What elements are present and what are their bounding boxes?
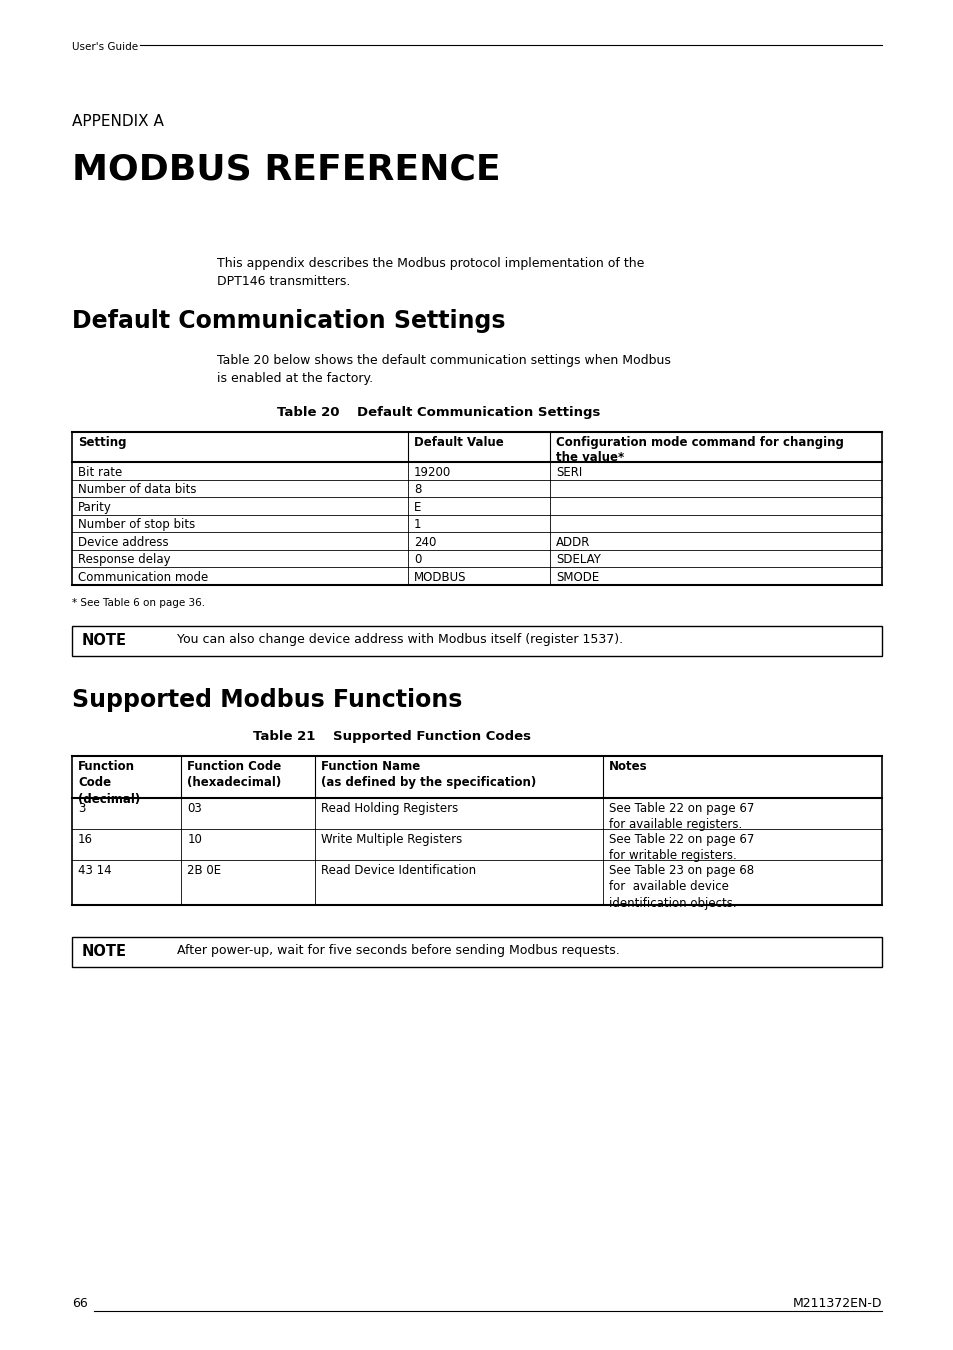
- Text: Communication mode: Communication mode: [78, 571, 208, 583]
- Text: Write Multiple Registers: Write Multiple Registers: [320, 833, 462, 845]
- Text: See Table 22 on page 67
for available registers.: See Table 22 on page 67 for available re…: [608, 802, 753, 832]
- Text: 8: 8: [414, 483, 421, 495]
- Text: MODBUS: MODBUS: [414, 571, 466, 583]
- Text: Supported Function Codes: Supported Function Codes: [333, 729, 531, 742]
- Text: 3: 3: [78, 802, 85, 814]
- Text: MODBUS REFERENCE: MODBUS REFERENCE: [71, 153, 500, 186]
- Text: 66: 66: [71, 1297, 88, 1310]
- Text: Configuration mode command for changing
the value*: Configuration mode command for changing …: [556, 436, 842, 464]
- Text: Default Communication Settings: Default Communication Settings: [71, 309, 505, 333]
- Text: Default Communication Settings: Default Communication Settings: [357, 406, 600, 418]
- Text: Function
Code
(decimal): Function Code (decimal): [78, 760, 140, 806]
- Text: Table 20 below shows the default communication settings when Modbus
is enabled a: Table 20 below shows the default communi…: [216, 354, 670, 385]
- Text: 10: 10: [187, 833, 202, 845]
- Text: Response delay: Response delay: [78, 554, 171, 566]
- Text: NOTE: NOTE: [82, 944, 127, 958]
- Text: See Table 22 on page 67
for writable registers.: See Table 22 on page 67 for writable reg…: [608, 833, 753, 863]
- Text: 2B 0E: 2B 0E: [187, 864, 221, 876]
- Text: Notes: Notes: [608, 760, 646, 772]
- Text: Parity: Parity: [78, 501, 112, 513]
- Text: 43 14: 43 14: [78, 864, 112, 876]
- Text: 240: 240: [414, 536, 436, 548]
- Text: SERI: SERI: [556, 466, 581, 478]
- Text: 0: 0: [414, 554, 421, 566]
- Text: Default Value: Default Value: [414, 436, 503, 450]
- Text: Table 20: Table 20: [276, 406, 339, 418]
- Text: SMODE: SMODE: [556, 571, 598, 583]
- Text: NOTE: NOTE: [82, 633, 127, 648]
- Text: Read Device Identification: Read Device Identification: [320, 864, 476, 876]
- Text: APPENDIX A: APPENDIX A: [71, 113, 164, 130]
- Text: Number of stop bits: Number of stop bits: [78, 518, 195, 531]
- Bar: [71, 625, 882, 656]
- Text: * See Table 6 on page 36.: * See Table 6 on page 36.: [71, 598, 205, 608]
- Text: 16: 16: [78, 833, 92, 845]
- Text: After power-up, wait for five seconds before sending Modbus requests.: After power-up, wait for five seconds be…: [177, 944, 619, 957]
- Text: This appendix describes the Modbus protocol implementation of the
DPT146 transmi: This appendix describes the Modbus proto…: [216, 256, 643, 288]
- Text: Number of data bits: Number of data bits: [78, 483, 196, 495]
- Text: Function Name
(as defined by the specification): Function Name (as defined by the specifi…: [320, 760, 536, 788]
- Bar: [71, 756, 882, 798]
- Text: M211372EN-D: M211372EN-D: [792, 1297, 882, 1310]
- Bar: [71, 432, 882, 462]
- Text: 1: 1: [414, 518, 421, 531]
- Text: Function Code
(hexadecimal): Function Code (hexadecimal): [187, 760, 281, 788]
- Text: SDELAY: SDELAY: [556, 554, 600, 566]
- Text: Table 21: Table 21: [253, 729, 314, 742]
- Text: You can also change device address with Modbus itself (register 1537).: You can also change device address with …: [177, 633, 622, 645]
- Text: Device address: Device address: [78, 536, 169, 548]
- Text: Supported Modbus Functions: Supported Modbus Functions: [71, 687, 462, 711]
- Text: User's Guide: User's Guide: [71, 42, 138, 53]
- Text: 03: 03: [187, 802, 202, 814]
- Text: E: E: [414, 501, 421, 513]
- Text: See Table 23 on page 68
for  available device
identification objects.: See Table 23 on page 68 for available de…: [608, 864, 753, 910]
- Text: ADDR: ADDR: [556, 536, 590, 548]
- Text: Setting: Setting: [78, 436, 127, 450]
- Text: Read Holding Registers: Read Holding Registers: [320, 802, 457, 814]
- Text: Bit rate: Bit rate: [78, 466, 122, 478]
- Text: 19200: 19200: [414, 466, 451, 478]
- Bar: [71, 937, 882, 967]
